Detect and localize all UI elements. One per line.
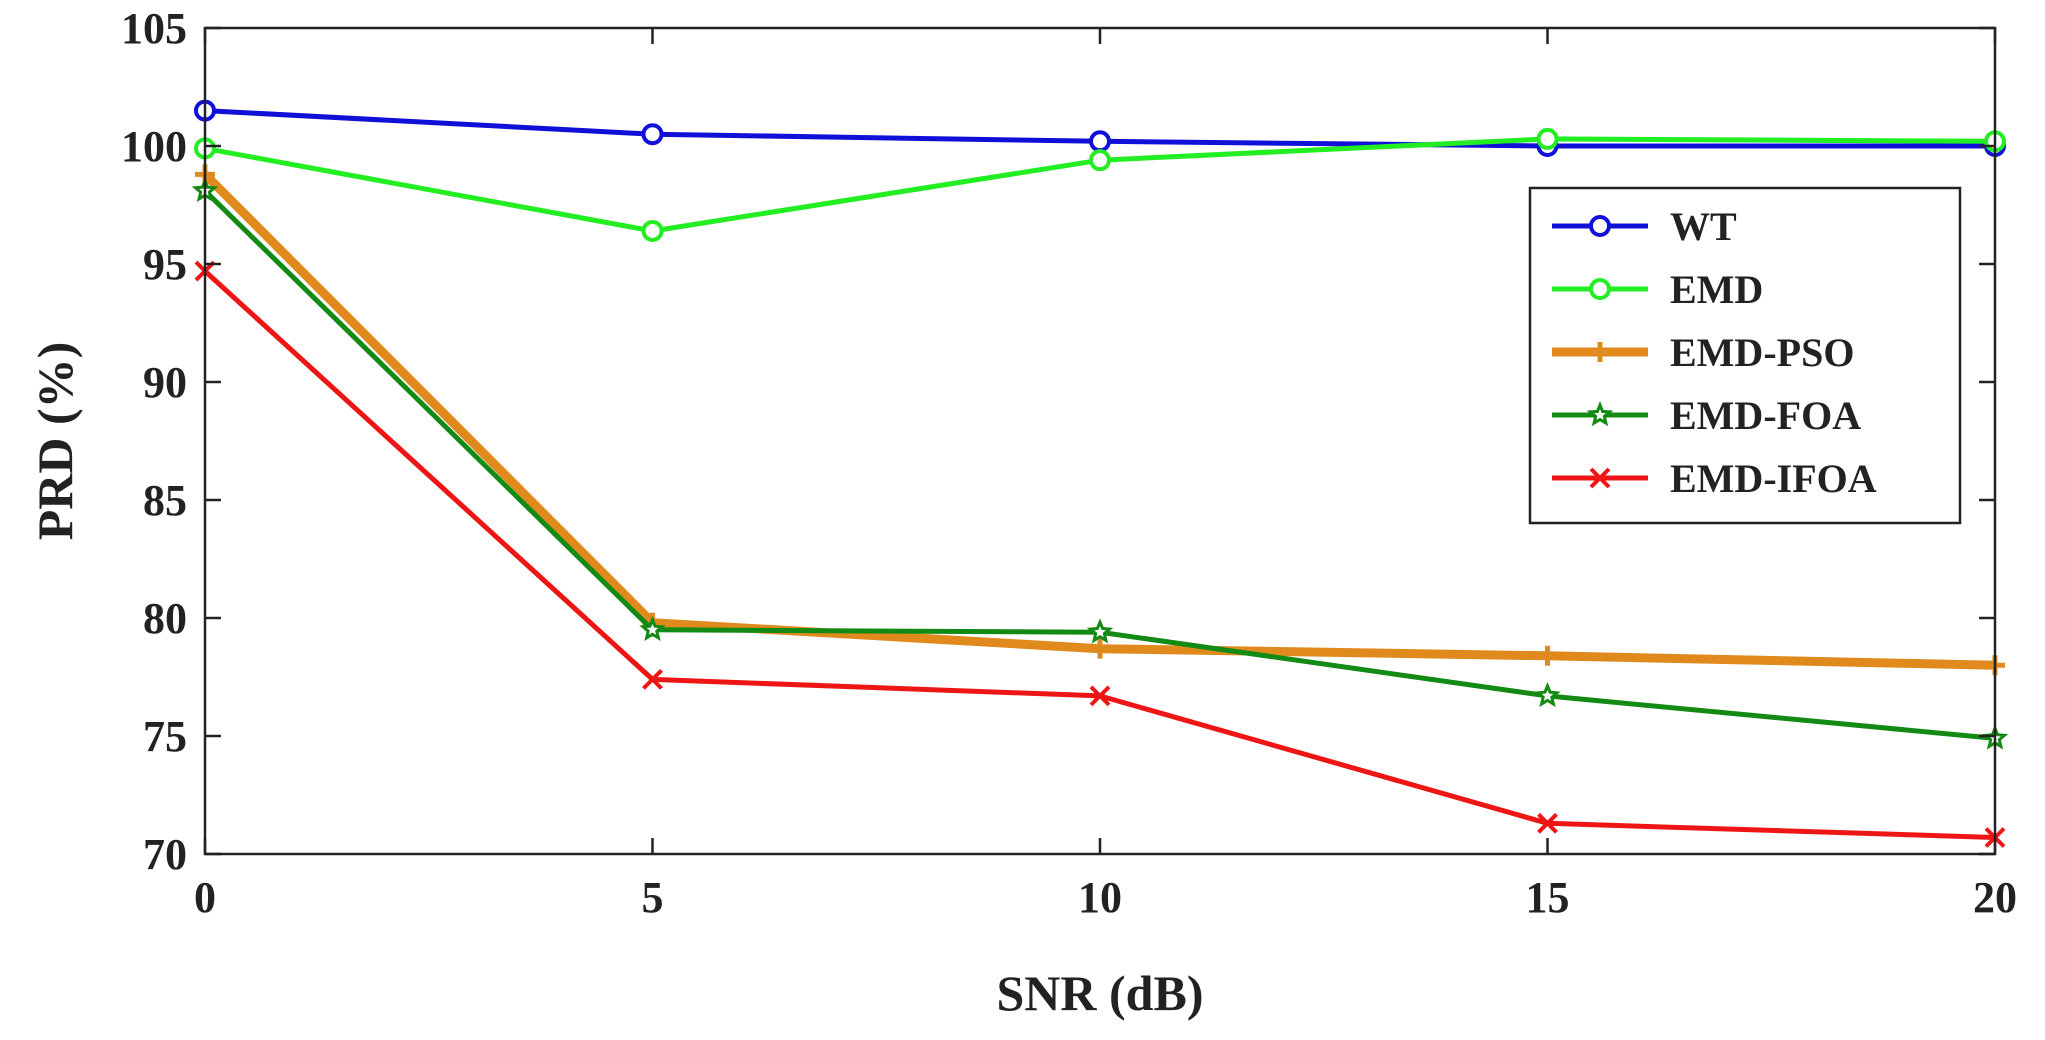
x-tick-label: 0	[194, 873, 216, 922]
y-tick-label: 95	[143, 240, 187, 289]
legend-label: EMD	[1670, 267, 1763, 312]
data-point	[1086, 618, 1114, 644]
data-point	[642, 668, 663, 690]
legend-marker	[1590, 342, 1610, 362]
y-tick-label: 70	[143, 830, 187, 879]
legend-item-wt: WT	[1552, 204, 1737, 249]
axes-layer: 70 75 80 85 90 95 100 105 0 5 10 15 20	[121, 4, 2017, 922]
data-point	[1089, 149, 1111, 172]
data-point	[1536, 127, 1559, 150]
x-tick-label: 5	[642, 873, 664, 922]
y-axis-title: PRD (%)	[27, 342, 83, 541]
data-point	[1089, 130, 1111, 153]
data-point	[641, 219, 664, 242]
legend-marker	[1589, 215, 1611, 237]
y-tick-label: 80	[143, 594, 187, 643]
x-tick-label: 15	[1526, 873, 1570, 922]
data-point	[1090, 638, 1110, 659]
y-tick-label: 100	[121, 122, 187, 171]
legend-item-emd-pso: EMD-PSO	[1552, 330, 1854, 375]
legend: WT EMD EMD-PSO EMD-FOA EMD-IFOA	[1528, 186, 1962, 525]
y-tick-label: 85	[143, 476, 187, 525]
legend-item-emd: EMD	[1552, 267, 1763, 312]
legend-label: EMD-FOA	[1670, 393, 1861, 438]
legend-label: EMD-IFOA	[1670, 456, 1877, 501]
y-tick-label: 90	[143, 358, 187, 407]
data-point	[1534, 681, 1561, 708]
data-point	[1537, 645, 1558, 666]
x-axis-title: SNR (dB)	[997, 965, 1204, 1021]
data-point	[1089, 685, 1111, 707]
data-point	[1537, 812, 1558, 834]
series-emd-foa	[191, 176, 2009, 750]
data-point	[639, 615, 666, 642]
legend-item-emd-ifoa: EMD-IFOA	[1552, 456, 1877, 501]
legend-item-emd-foa: EMD-FOA	[1552, 393, 1861, 438]
legend-marker	[1589, 278, 1611, 300]
legend-label: EMD-PSO	[1670, 330, 1854, 375]
legend-marker	[1589, 467, 1611, 489]
y-tick-label: 75	[143, 712, 187, 761]
data-point	[641, 123, 664, 146]
legend-marker	[1586, 401, 1614, 427]
y-tick-label: 105	[121, 4, 187, 53]
legend-label: WT	[1670, 204, 1737, 249]
x-tick-label: 20	[1973, 873, 2017, 922]
x-tick-label: 10	[1078, 873, 1122, 922]
